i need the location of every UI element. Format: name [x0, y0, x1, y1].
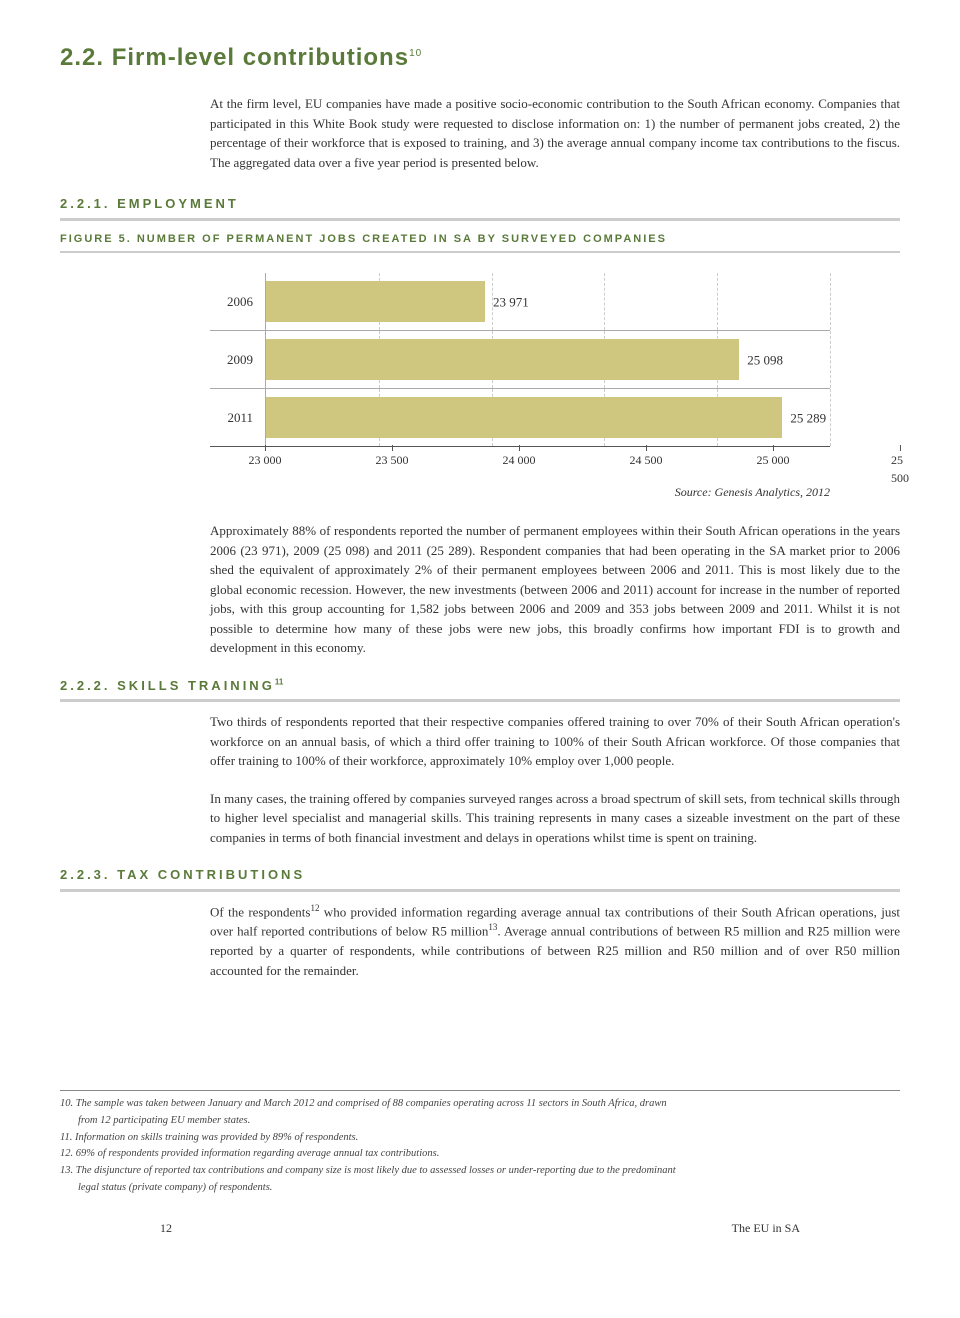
bar-fill	[266, 281, 485, 322]
section-skills-heading: 2.2.2. Skills training11	[60, 676, 900, 703]
chart-row-2011: 2011 25 289	[210, 389, 830, 447]
figure-5-caption: figure 5. number of permanent jobs creat…	[60, 231, 900, 254]
tax-p-a: Of the respondents	[210, 904, 310, 919]
footnote-10b: from 12 participating EU member states.	[60, 1114, 900, 1129]
section-tax-heading: 2.2.3. Tax contributions	[60, 865, 900, 892]
bar-year-label: 2011	[210, 408, 265, 428]
employment-paragraph: Approximately 88% of respondents reporte…	[210, 521, 900, 658]
footnote-13a: 13. The disjuncture of reported tax cont…	[60, 1164, 900, 1179]
bar-fill	[266, 397, 782, 438]
footnote-10a: 10. The sample was taken between January…	[60, 1097, 900, 1112]
tax-paragraph: Of the respondents12 who provided inform…	[210, 902, 900, 981]
intro-paragraph: At the firm level, EU companies have mad…	[210, 94, 900, 172]
title-text: 2.2. Firm-level contributions	[60, 44, 409, 71]
bar-value-label: 25 098	[747, 350, 783, 370]
page-title: 2.2. Firm-level contributions10	[60, 40, 900, 76]
bar-year-label: 2009	[210, 350, 265, 370]
footnote-11: 11. Information on skills training was p…	[60, 1131, 900, 1146]
x-axis-tick: 24 500	[630, 451, 663, 469]
skills-paragraph-1: Two thirds of respondents reported that …	[210, 712, 900, 771]
title-footnote-ref: 10	[409, 48, 422, 59]
chart-row-2009: 2009 25 098	[210, 331, 830, 389]
section-employment-heading: 2.2.1. Employment	[60, 194, 900, 221]
footnotes-block: 10. The sample was taken between January…	[60, 1090, 900, 1195]
x-axis-tick: 23 500	[376, 451, 409, 469]
tax-fn13-ref: 13	[488, 922, 497, 932]
skills-paragraph-2: In many cases, the training offered by c…	[210, 789, 900, 848]
bar-value-label: 23 971	[493, 292, 529, 312]
footnote-12: 12. 69% of respondents provided informat…	[60, 1147, 900, 1162]
chart-row-2006: 2006 23 971	[210, 273, 830, 331]
bar-plot-area: 25 098	[265, 331, 830, 388]
chart-source: Source: Genesis Analytics, 2012	[210, 483, 830, 501]
page-number: 12	[160, 1219, 172, 1237]
x-axis-tick: 23 000	[249, 451, 282, 469]
footnote-13b: legal status (private company) of respon…	[60, 1181, 900, 1196]
footer-right-text: The EU in SA	[732, 1219, 800, 1237]
x-axis-tick: 25 500	[891, 451, 909, 487]
x-axis-tick: 25 000	[757, 451, 790, 469]
skills-footnote-ref: 11	[275, 677, 283, 686]
bar-value-label: 25 289	[790, 408, 826, 428]
page-footer: 12 The EU in SA	[60, 1219, 900, 1237]
x-axis-tick: 24 000	[503, 451, 536, 469]
bar-fill	[266, 339, 739, 380]
bar-year-label: 2006	[210, 292, 265, 312]
figure-5-chart: 2006 23 971 2009 25 098 2011 25 289 23 000 23 …	[210, 273, 900, 475]
skills-heading-text: 2.2.2. Skills training	[60, 678, 275, 693]
bar-plot-area: 25 289	[265, 389, 830, 446]
bar-plot-area: 23 971	[265, 273, 830, 330]
